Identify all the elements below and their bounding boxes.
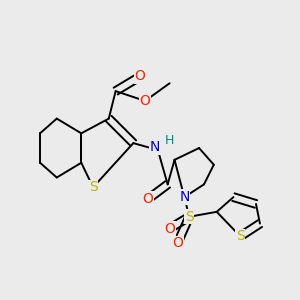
Text: S: S [89, 180, 98, 194]
Text: O: O [142, 192, 154, 206]
Text: N: N [150, 140, 160, 154]
Text: H: H [165, 134, 174, 147]
Text: O: O [140, 94, 151, 108]
Text: O: O [172, 236, 183, 250]
Text: S: S [236, 230, 245, 243]
Text: O: O [164, 221, 175, 236]
Text: S: S [185, 210, 194, 224]
Text: N: N [179, 190, 190, 204]
Text: O: O [135, 69, 146, 83]
